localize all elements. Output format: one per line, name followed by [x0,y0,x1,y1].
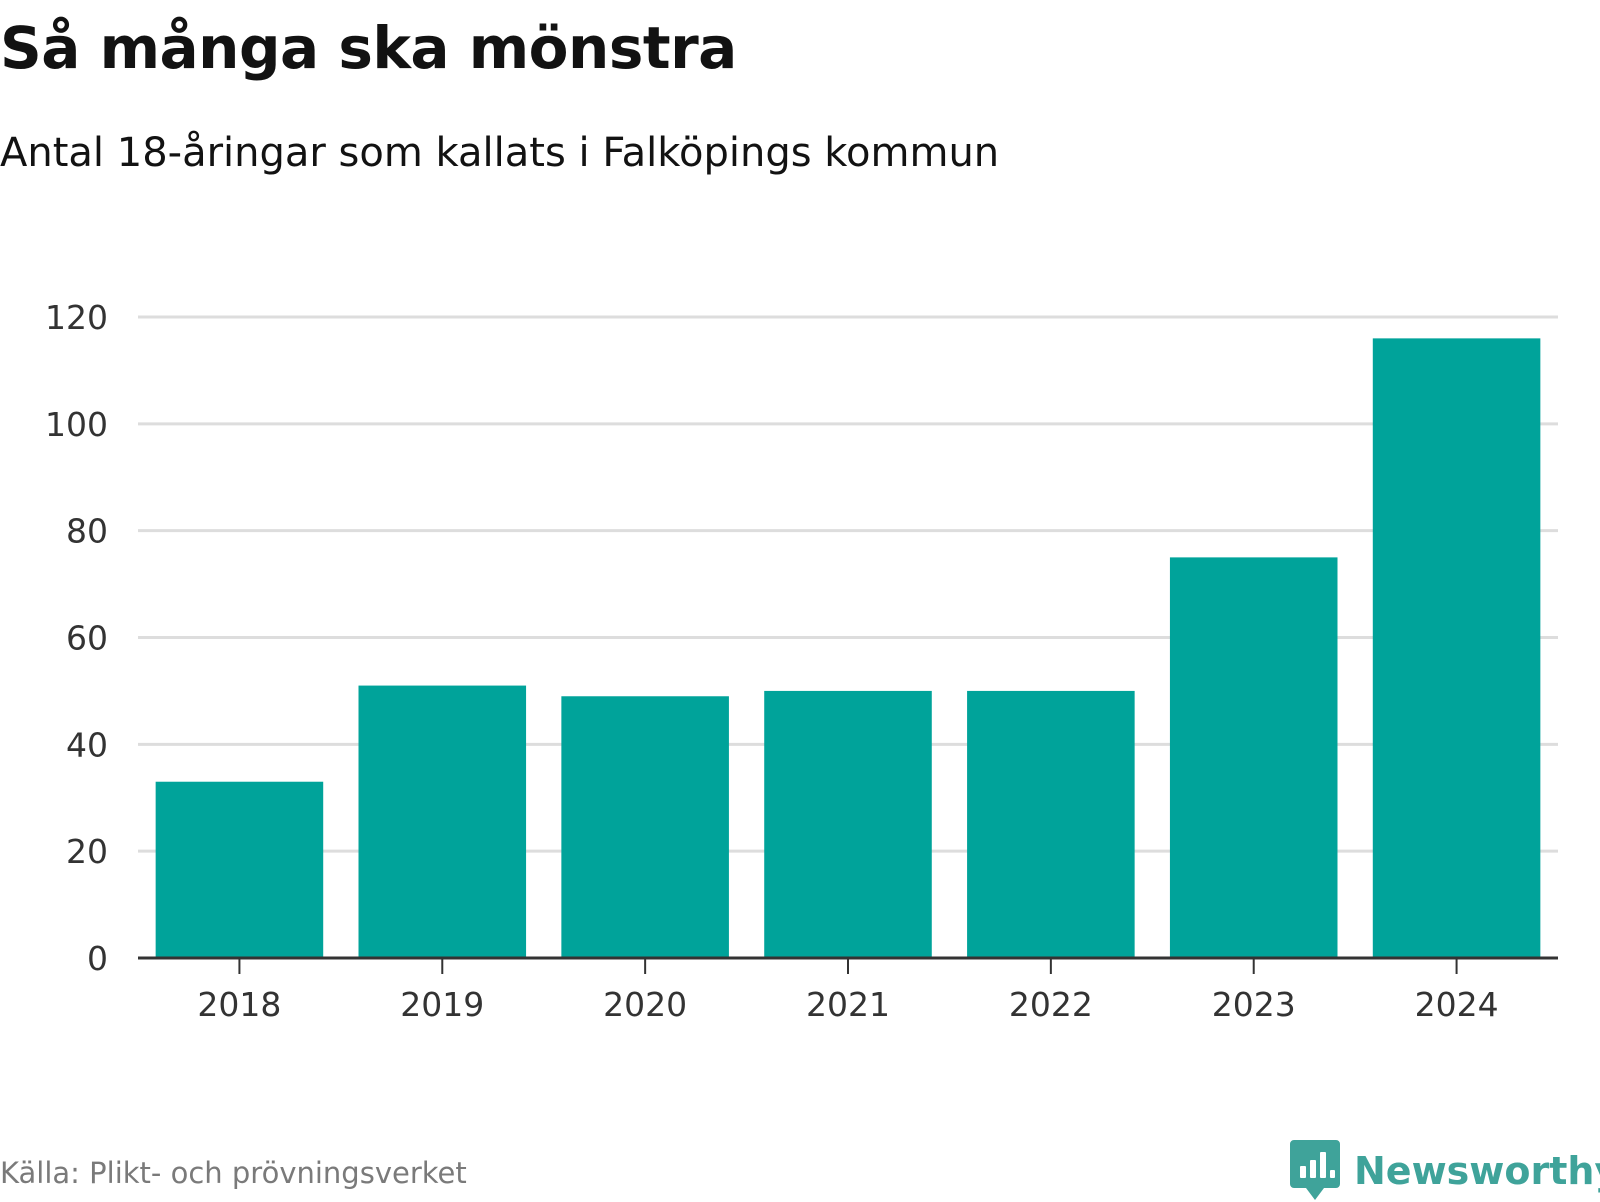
x-tick-label: 2020 [603,985,687,1024]
bars [155,338,1541,958]
x-tick-label: 2018 [197,985,281,1024]
bar-2022 [967,690,1135,958]
x-tick-label: 2021 [806,985,890,1024]
bar-2023 [1169,557,1338,958]
bar-2024 [1372,338,1541,958]
bar-2018 [155,781,324,958]
y-tick-label: 60 [66,619,108,658]
y-tick-label: 120 [45,298,108,337]
chart-subtitle: Antal 18-åringar som kallats i Falköping… [0,130,1000,176]
source-note: Källa: Plikt- och prövningsverket [0,1156,467,1190]
y-tick-label: 100 [45,405,108,444]
newsworthy-logo-icon [1290,1140,1340,1200]
x-tick-label: 2019 [400,985,484,1024]
bar-2020 [561,696,729,958]
y-tick-label: 80 [66,512,108,551]
x-tick-label: 2023 [1212,985,1296,1024]
bar-2019 [358,685,527,958]
chart-title: Så många ska mönstra [0,14,737,82]
newsworthy-logo: Newsworthy [1290,1140,1600,1202]
logo-text: Newsworthy [1354,1149,1600,1193]
x-axis-labels: 2018 2019 2020 2021 2022 2023 2024 [197,985,1498,1024]
bar-chart: 0 20 40 60 80 100 120 2018 2019 2020 2021 2022 2023… [45,298,1558,1024]
y-tick-label: 20 [66,832,108,871]
y-axis-labels: 0 20 40 60 80 100 120 [45,298,108,978]
x-tick-label: 2024 [1415,985,1499,1024]
y-tick-label: 0 [87,939,108,978]
x-axis [138,956,1558,974]
y-tick-label: 40 [66,725,108,764]
x-tick-label: 2022 [1009,985,1093,1024]
bar-2021 [764,690,932,958]
